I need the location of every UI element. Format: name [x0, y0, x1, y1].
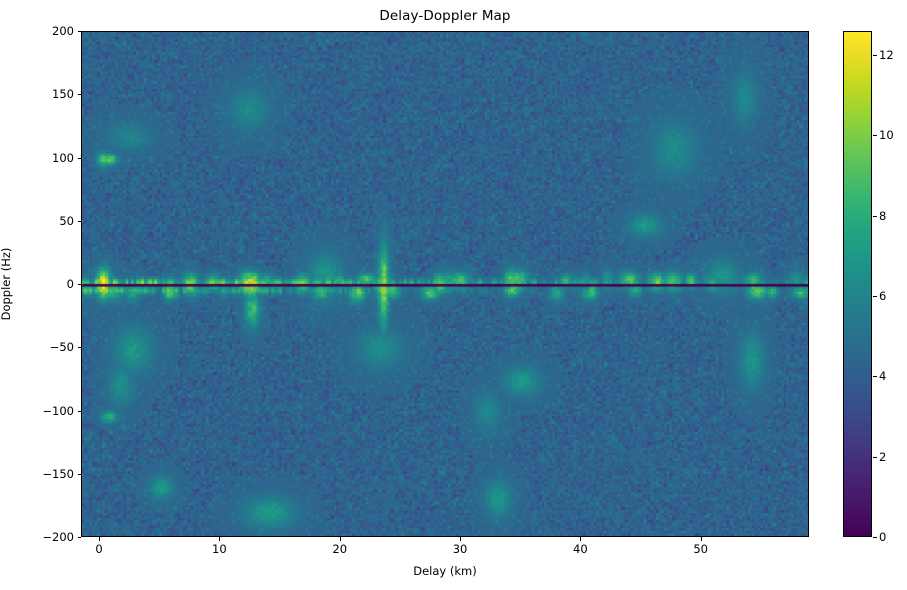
y-tick-label: 200 [52, 24, 74, 38]
x-tick-label: 0 [95, 542, 103, 556]
x-axis-label: Delay (km) [413, 564, 477, 578]
y-tick-mark [77, 347, 81, 349]
y-tick-label: 100 [52, 150, 74, 165]
colorbar-tick-mark [873, 456, 877, 458]
x-tick-label: 30 [452, 542, 468, 556]
y-tick-label: −200 [42, 530, 74, 544]
page-title: Delay-Doppler Map [379, 8, 511, 24]
colorbar-tick-mark [873, 376, 877, 378]
y-axis-label: Doppler (Hz) [0, 211, 13, 321]
x-tick-label: 40 [573, 542, 588, 556]
x-tick-mark [580, 537, 582, 541]
colorbar-tick-label: 6 [879, 289, 887, 304]
y-tick-mark [77, 220, 81, 222]
y-tick-mark [77, 157, 81, 159]
colorbar-tick-mark [873, 296, 877, 298]
x-tick-mark [99, 537, 101, 541]
y-tick-label: −100 [42, 403, 74, 418]
colorbar-tick-mark [873, 135, 877, 137]
colorbar-tick-label: 12 [879, 48, 894, 63]
y-tick-label: −150 [42, 466, 74, 481]
colorbar-tick-label: 10 [879, 128, 894, 143]
colorbar-tick-mark [873, 537, 877, 538]
y-tick-mark [77, 410, 81, 412]
y-tick-label: −50 [49, 340, 74, 355]
delay-doppler-heatmap [82, 32, 808, 536]
heatmap-plot-area[interactable] [81, 31, 809, 537]
colorbar-tick-label: 2 [879, 449, 887, 464]
y-tick-mark [77, 94, 81, 96]
colorbar-gradient [844, 32, 871, 536]
x-tick-label: 20 [332, 542, 348, 556]
x-tick-mark [339, 537, 341, 541]
x-tick-label: 50 [693, 542, 709, 556]
x-tick-mark [219, 537, 221, 541]
colorbar-tick-mark [873, 215, 877, 217]
x-tick-label: 10 [212, 542, 227, 556]
x-tick-mark [460, 537, 462, 541]
x-tick-mark [700, 537, 702, 541]
y-tick-label: 150 [52, 87, 74, 102]
y-tick-label: 50 [59, 213, 74, 228]
colorbar-tick-mark [873, 55, 877, 57]
colorbar-tick-label: 0 [879, 530, 887, 544]
colorbar[interactable] [843, 31, 872, 537]
y-tick-mark [77, 31, 81, 32]
colorbar-tick-label: 8 [879, 208, 887, 223]
y-axis-label-text: Doppler (Hz) [0, 247, 13, 321]
y-tick-mark [77, 537, 81, 538]
y-tick-mark [77, 284, 81, 285]
y-tick-label: 0 [66, 277, 74, 291]
y-tick-mark [77, 473, 81, 475]
colorbar-tick-label: 4 [879, 369, 887, 384]
